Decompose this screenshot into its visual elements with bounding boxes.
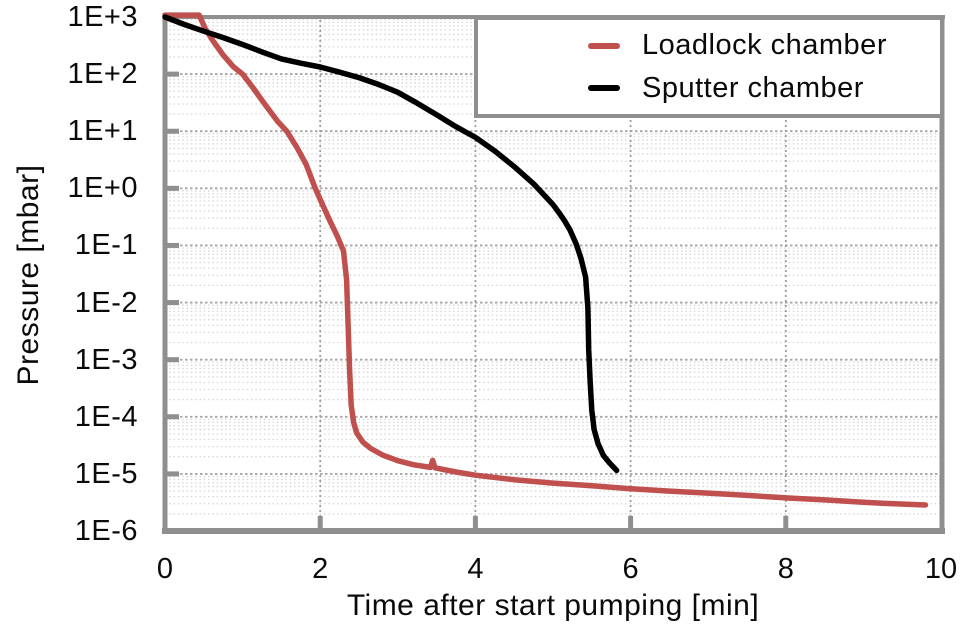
y-tick-label: 1E+0	[67, 172, 138, 205]
y-tick-label: 1E-1	[74, 229, 138, 262]
sputter-curve	[162, 14, 620, 474]
y-tick-label: 1E-3	[74, 343, 138, 376]
legend-label-loadlock: Loadlock chamber	[642, 29, 887, 62]
y-axis-title: Pressure [mbar]	[12, 164, 45, 386]
y-tick-label: 1E-4	[74, 400, 138, 433]
legend-entry-loadlock: Loadlock chamber	[478, 29, 940, 62]
legend: Loadlock chamber Sputter chamber	[474, 16, 944, 118]
legend-label-sputter: Sputter chamber	[642, 71, 864, 104]
loadlock-curve	[162, 12, 929, 508]
y-tick-label: 1E-5	[74, 457, 138, 490]
y-tick-label: 1E-6	[74, 515, 138, 547]
axis-ticks	[167, 71, 789, 528]
x-tick-label: 10	[924, 553, 958, 585]
y-tick-label: 1E+1	[67, 115, 138, 148]
x-tick-label: 6	[622, 553, 639, 585]
y-tick-label: 1E-2	[74, 286, 138, 319]
legend-swatch-loadlock-line	[588, 42, 620, 49]
x-tick-label: 8	[777, 553, 794, 585]
legend-swatch-sputter-line	[588, 85, 620, 92]
x-tick-label: 0	[156, 553, 174, 585]
y-tick-label: 1E+2	[67, 58, 138, 91]
x-tick-label: 2	[312, 553, 329, 585]
legend-entry-sputter: Sputter chamber	[478, 72, 940, 105]
data-curves	[162, 12, 929, 508]
y-tick-label: 1E+3	[67, 1, 138, 33]
x-tick-label: 4	[467, 553, 484, 585]
x-axis-title: Time after start pumping [min]	[346, 589, 760, 622]
